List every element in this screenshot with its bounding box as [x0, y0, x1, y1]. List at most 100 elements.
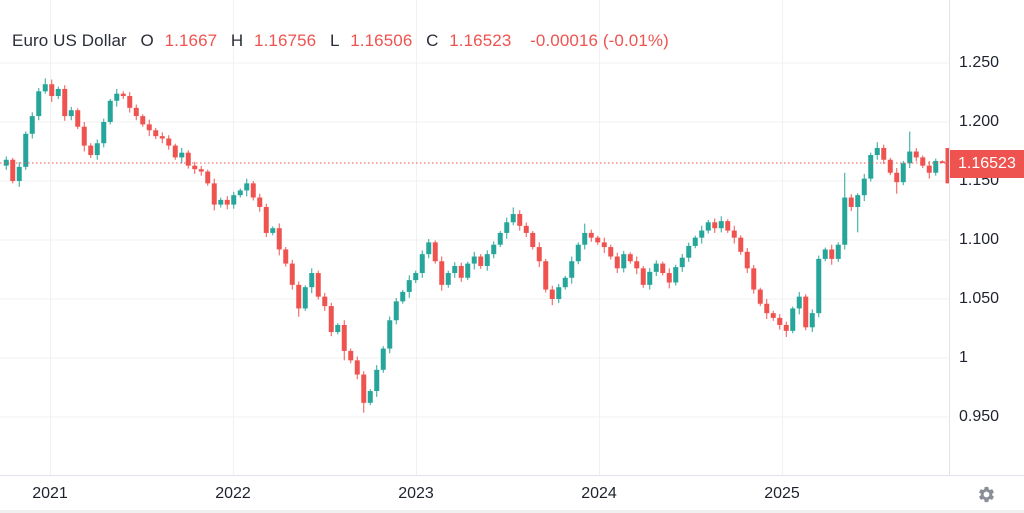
price-tick-label: 0.950: [959, 408, 1000, 425]
candle-body: [835, 244, 841, 259]
candle-body: [673, 267, 679, 283]
candle-body: [114, 93, 120, 101]
candle-body: [855, 195, 861, 207]
candle-body: [224, 199, 230, 205]
candle-body: [842, 197, 848, 245]
candle-body: [426, 242, 432, 255]
candle-body: [660, 263, 666, 274]
candle-body: [198, 169, 204, 172]
candle-body: [127, 96, 133, 108]
candle-body: [445, 273, 451, 285]
candle-body: [705, 222, 711, 231]
candle-body: [614, 256, 620, 269]
open-label: O: [140, 31, 154, 50]
candle-body: [36, 91, 42, 117]
candle-body: [250, 183, 256, 198]
candle-body: [205, 171, 211, 184]
candle-body: [315, 273, 321, 297]
candle-body: [302, 287, 308, 309]
candle-body: [16, 166, 22, 181]
candle-body: [595, 237, 601, 243]
candle-body: [679, 257, 685, 268]
candle-body: [770, 313, 776, 318]
candle-body: [101, 122, 107, 144]
candle-body: [159, 136, 165, 139]
candle-body: [510, 214, 516, 223]
candle-body: [218, 199, 224, 205]
candle-body: [276, 228, 282, 250]
candle-body: [107, 100, 113, 122]
candle-body: [10, 159, 16, 181]
candle-body: [718, 221, 724, 229]
price-tick-label: 1.100: [959, 231, 1000, 248]
candle-body: [146, 124, 152, 131]
candle-body: [829, 249, 835, 259]
candle-body: [361, 374, 367, 403]
candle-body: [387, 320, 393, 349]
candle-body: [933, 160, 939, 173]
year-tick-label: 2021: [32, 485, 68, 502]
candle-body: [907, 151, 913, 164]
candle-body: [523, 225, 529, 233]
candle-body: [900, 163, 906, 183]
candle-body: [692, 237, 698, 246]
change-value: -0.00016 (-0.01%): [530, 31, 669, 50]
candle-body: [757, 289, 763, 304]
candle-body: [42, 84, 48, 92]
candle-body: [686, 245, 692, 258]
candle-body: [874, 147, 880, 156]
candle-body: [744, 251, 750, 269]
candle-body: [484, 254, 490, 266]
candle-body: [725, 221, 731, 231]
close-label: C: [426, 31, 439, 50]
candle-body: [796, 296, 802, 309]
candle-body: [322, 296, 328, 307]
price-tick-label: 1.200: [959, 113, 1000, 130]
candle-body: [283, 249, 289, 264]
candle-body: [257, 197, 263, 207]
candle-body: [575, 244, 581, 262]
candle-body: [504, 222, 510, 233]
candle-body: [62, 88, 68, 117]
candle-body: [848, 197, 854, 207]
candle-body: [861, 178, 867, 196]
candle-body: [588, 232, 594, 238]
candle-body: [400, 291, 406, 302]
open-value: 1.1667: [164, 31, 218, 50]
candle-body: [341, 324, 347, 351]
candle-body: [491, 244, 497, 255]
candle-body: [881, 147, 887, 160]
candle-body: [309, 273, 315, 288]
candle-body: [419, 254, 425, 274]
candle-body: [211, 183, 217, 205]
candle-body: [166, 138, 172, 146]
candle-body: [783, 324, 789, 331]
candle-body: [458, 265, 464, 278]
candle-body: [185, 152, 191, 166]
candle-body: [140, 116, 146, 125]
symbol-name: Euro US Dollar: [12, 31, 127, 50]
candle-body: [153, 130, 159, 137]
candle-body: [920, 157, 926, 166]
year-tick-label: 2024: [581, 485, 617, 502]
price-tick-label: 1.050: [959, 290, 1000, 307]
candle-body: [653, 263, 659, 272]
candle-body: [497, 232, 503, 245]
candle-body: [731, 230, 737, 238]
candle-body: [374, 369, 380, 392]
candle-body: [380, 348, 386, 370]
candle-body: [647, 271, 653, 285]
candle-body: [751, 268, 757, 290]
candle-body: [348, 350, 354, 361]
candle-body: [913, 151, 919, 158]
candle-body: [562, 277, 568, 288]
year-tick-label: 2023: [398, 485, 434, 502]
candle-body: [809, 313, 815, 328]
settings-button[interactable]: [977, 485, 996, 504]
candle-body: [237, 190, 243, 196]
high-value: 1.16756: [254, 31, 317, 50]
candle-body: [413, 273, 419, 281]
candle-body: [75, 110, 81, 127]
candle-body: [192, 165, 198, 170]
